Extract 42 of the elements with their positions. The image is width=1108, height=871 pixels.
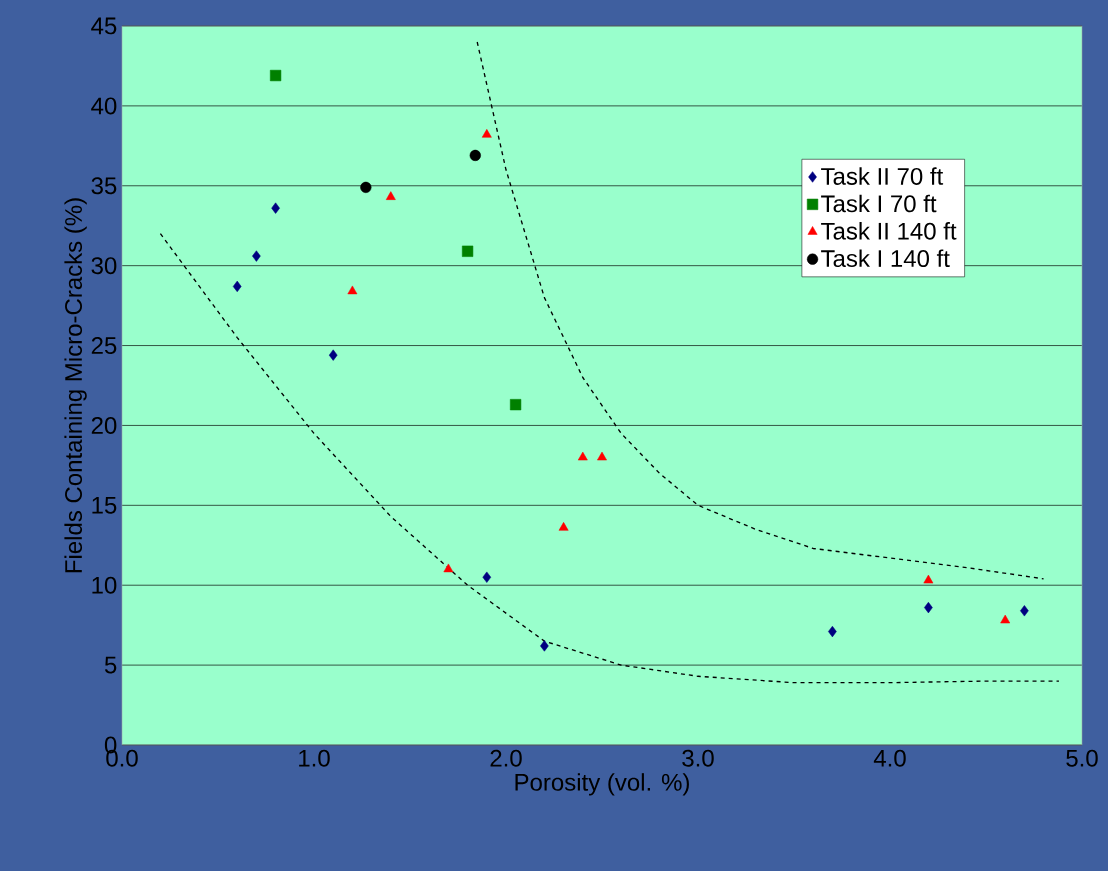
point [597, 451, 607, 461]
point [360, 181, 372, 193]
y-tick-label: 25 [91, 337, 117, 355]
point [385, 191, 396, 200]
x-tick-label: 1.0 [299, 749, 330, 767]
y-tick-label: 15 [92, 496, 117, 514]
line-series [476, 41, 1045, 580]
point [469, 149, 481, 162]
y-tick-label: 35 [91, 177, 117, 195]
y-axis-title: Fields Containing Micro-Cracks (%) [64, 198, 87, 573]
legend-label: Task II 140 ft [821, 222, 957, 240]
x-tick-label: 2.0 [490, 749, 522, 767]
point [271, 202, 280, 214]
point [510, 399, 522, 411]
point [482, 571, 492, 583]
point [328, 349, 338, 361]
point [1000, 614, 1011, 624]
point [462, 245, 474, 257]
y-tick-label: 45 [91, 17, 117, 35]
x-tick-label: 3.0 [682, 749, 714, 767]
y-tick-label: 30 [91, 257, 117, 275]
y-tick-label: 10 [92, 576, 117, 594]
point [577, 451, 588, 461]
y-tick-label: 20 [91, 416, 117, 434]
legend-label: Task I 70 ft [821, 194, 937, 213]
point [558, 522, 569, 531]
point [443, 563, 454, 573]
point [923, 574, 934, 584]
legend-label: Task I 140 ft [821, 249, 950, 268]
point [1020, 605, 1029, 617]
legend-label: Task II 70 ft [821, 167, 944, 185]
point [252, 250, 261, 262]
y-tick-label: 40 [91, 97, 117, 115]
y-tick-label: 5 [104, 656, 117, 674]
point [347, 285, 358, 295]
point [270, 69, 282, 82]
x-tick-label: 4.0 [873, 749, 906, 767]
x-axis-title: Porosity (vol. %) [515, 773, 689, 796]
point [232, 280, 242, 293]
point [540, 640, 549, 652]
x-tick-label: 5.0 [1066, 749, 1098, 767]
point [481, 129, 492, 138]
